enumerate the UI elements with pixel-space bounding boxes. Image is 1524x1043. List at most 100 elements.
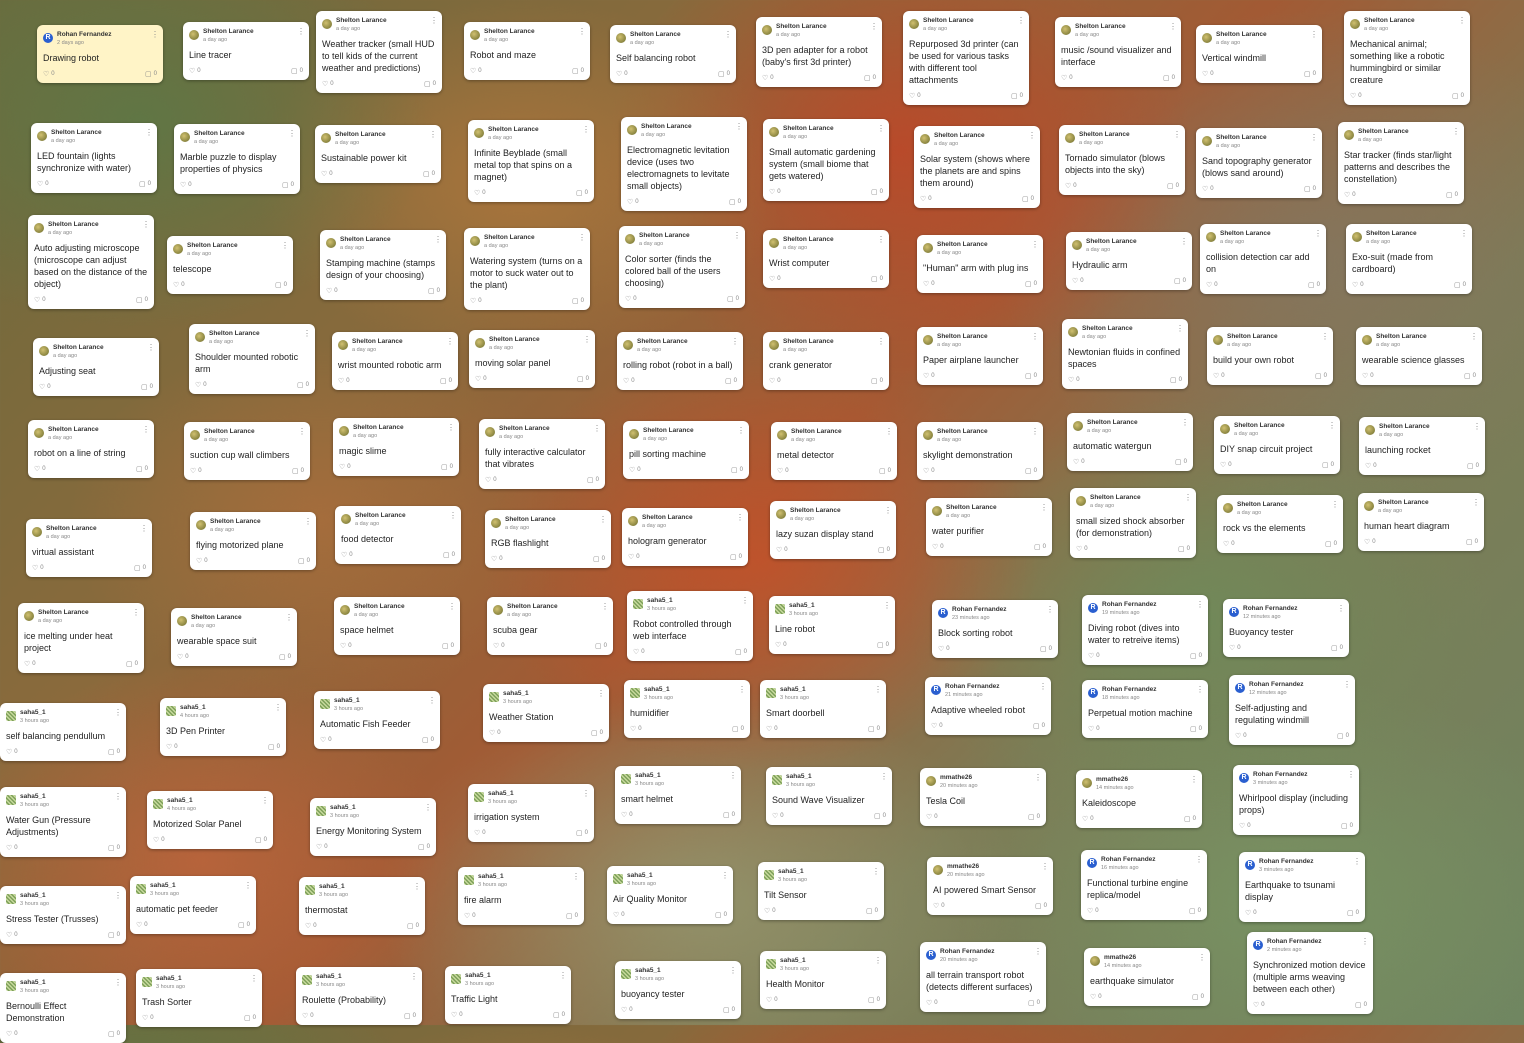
comment-button[interactable]: ▢ 0 — [553, 1011, 565, 1019]
more-options-icon[interactable]: ⋮ — [142, 220, 150, 229]
more-options-icon[interactable]: ⋮ — [883, 601, 891, 610]
post-card[interactable]: Shelton Larance a day ago ⋮ build your own … — [1207, 327, 1333, 385]
post-card[interactable]: Shelton Larance a day ago ⋮ Adjusting seat ♡… — [33, 338, 159, 396]
comment-button[interactable]: ▢ 0 — [440, 377, 452, 385]
like-button[interactable]: ♡ 0 — [474, 829, 486, 837]
comment-button[interactable]: ▢ 0 — [1174, 277, 1186, 285]
more-options-icon[interactable]: ⋮ — [721, 871, 729, 880]
avatar[interactable] — [630, 688, 640, 698]
avatar[interactable] — [769, 238, 779, 248]
comment-button[interactable]: ▢ 0 — [723, 1006, 735, 1014]
like-button[interactable]: ♡ 0 — [920, 195, 932, 203]
post-card[interactable]: Shelton Larance a day ago ⋮ suction cup wal… — [184, 422, 310, 480]
comment-button[interactable]: ▢ 0 — [718, 70, 730, 78]
like-button[interactable]: ♡ 0 — [1206, 281, 1218, 289]
comment-button[interactable]: ▢ 0 — [1025, 467, 1037, 475]
post-card[interactable]: Shelton Larance a day ago ⋮ Tornado simulat… — [1059, 125, 1185, 195]
comment-button[interactable]: ▢ 0 — [418, 843, 430, 851]
avatar[interactable] — [153, 799, 163, 809]
like-button[interactable]: ♡ 0 — [762, 74, 774, 82]
post-card[interactable]: saha5_1 3 hours ago ⋮ Energy Monitoring Sys… — [310, 798, 436, 856]
like-button[interactable]: ♡ 0 — [322, 80, 334, 88]
avatar[interactable] — [485, 427, 495, 437]
more-options-icon[interactable]: ⋮ — [733, 231, 741, 240]
avatar[interactable] — [322, 19, 332, 29]
more-options-icon[interactable]: ⋮ — [578, 233, 586, 242]
like-button[interactable]: ♡ 0 — [923, 372, 935, 380]
post-card[interactable]: mmathe26 14 minutes ago ⋮ earthquake simula… — [1084, 948, 1210, 1006]
like-button[interactable]: ♡ 0 — [625, 295, 637, 303]
comment-button[interactable]: ▢ 0 — [1355, 1001, 1367, 1009]
more-options-icon[interactable]: ⋮ — [1031, 427, 1039, 436]
comment-button[interactable]: ▢ 0 — [1184, 815, 1196, 823]
post-card[interactable]: saha5_1 4 hours ago ⋮ 3D Pen Printer ♡ 0 ▢ 0 — [160, 698, 286, 756]
avatar[interactable] — [475, 338, 485, 348]
post-card[interactable]: Shelton Larance a day ago ⋮ wearable scienc… — [1356, 327, 1482, 385]
post-card[interactable]: Shelton Larance a day ago ⋮ magic slime ♡ 0 ▢ 0 — [333, 418, 459, 476]
like-button[interactable]: ♡ 0 — [1213, 372, 1225, 380]
like-button[interactable]: ♡ 0 — [1087, 907, 1099, 915]
more-options-icon[interactable]: ⋮ — [724, 30, 732, 39]
like-button[interactable]: ♡ 0 — [474, 189, 486, 197]
avatar[interactable] — [1352, 232, 1362, 242]
avatar[interactable] — [470, 30, 480, 40]
comment-button[interactable]: ▢ 0 — [275, 281, 287, 289]
post-card[interactable]: Shelton Larance a day ago ⋮ DIY snap circui… — [1214, 416, 1340, 474]
post-card[interactable]: R Rohan Fernandez 12 minutes ago ⋮ Self-adju… — [1229, 675, 1355, 745]
avatar[interactable] — [933, 865, 943, 875]
post-card[interactable]: Shelton Larance a day ago ⋮ Star tracker (f… — [1338, 122, 1464, 204]
like-button[interactable]: ♡ 0 — [926, 999, 938, 1007]
avatar[interactable] — [1364, 501, 1374, 511]
like-button[interactable]: ♡ 0 — [1223, 540, 1235, 548]
like-button[interactable]: ♡ 0 — [613, 911, 625, 919]
post-card[interactable]: Shelton Larance a day ago ⋮ lazy suzan disp… — [770, 501, 896, 559]
comment-button[interactable]: ▢ 0 — [1452, 92, 1464, 100]
like-button[interactable]: ♡ 0 — [926, 813, 938, 821]
more-options-icon[interactable]: ⋮ — [597, 689, 605, 698]
comment-button[interactable]: ▢ 0 — [1337, 732, 1349, 740]
like-button[interactable]: ♡ 0 — [772, 812, 784, 820]
post-card[interactable]: saha5_1 3 hours ago ⋮ Robot controlled thro… — [627, 591, 753, 661]
comment-button[interactable]: ▢ 0 — [1040, 645, 1052, 653]
more-options-icon[interactable]: ⋮ — [1310, 133, 1318, 142]
avatar[interactable] — [166, 706, 176, 716]
comment-button[interactable]: ▢ 0 — [291, 67, 303, 75]
post-card[interactable]: Shelton Larance a day ago ⋮ flying motorize… — [190, 512, 316, 570]
more-options-icon[interactable]: ⋮ — [572, 872, 580, 881]
more-options-icon[interactable]: ⋮ — [114, 891, 122, 900]
comment-button[interactable]: ▢ 0 — [1322, 461, 1334, 469]
like-button[interactable]: ♡ 0 — [776, 546, 788, 554]
post-card[interactable]: saha5_1 3 hours ago ⋮ smart helmet ♡ 0 ▢ 0 — [615, 766, 741, 824]
post-card[interactable]: saha5_1 3 hours ago ⋮ Bernoulli Effect Demo… — [0, 973, 126, 1043]
avatar[interactable] — [316, 806, 326, 816]
like-button[interactable]: ♡ 0 — [1253, 1001, 1265, 1009]
avatar[interactable] — [1061, 25, 1071, 35]
more-options-icon[interactable]: ⋮ — [1190, 775, 1198, 784]
more-options-icon[interactable]: ⋮ — [880, 772, 888, 781]
like-button[interactable]: ♡ 0 — [177, 653, 189, 661]
like-button[interactable]: ♡ 0 — [769, 188, 781, 196]
more-options-icon[interactable]: ⋮ — [145, 128, 153, 137]
comment-button[interactable]: ▢ 0 — [108, 748, 120, 756]
avatar[interactable] — [136, 884, 146, 894]
avatar[interactable] — [34, 428, 44, 438]
avatar[interactable] — [1344, 130, 1354, 140]
comment-button[interactable]: ▢ 0 — [732, 725, 744, 733]
avatar[interactable] — [923, 430, 933, 440]
comment-button[interactable]: ▢ 0 — [878, 546, 890, 554]
comment-button[interactable]: ▢ 0 — [238, 921, 250, 929]
more-options-icon[interactable]: ⋮ — [1041, 862, 1049, 871]
avatar[interactable] — [1072, 240, 1082, 250]
post-card[interactable]: Shelton Larance a day ago ⋮ Shoulder mounte… — [189, 324, 315, 394]
like-button[interactable]: ♡ 0 — [1352, 281, 1364, 289]
comment-button[interactable]: ▢ 0 — [443, 551, 455, 559]
like-button[interactable]: ♡ 0 — [6, 931, 18, 939]
avatar[interactable] — [1202, 136, 1212, 146]
more-options-icon[interactable]: ⋮ — [1196, 685, 1204, 694]
comment-button[interactable]: ▢ 0 — [298, 557, 310, 565]
avatar[interactable] — [196, 520, 206, 530]
more-options-icon[interactable]: ⋮ — [1460, 229, 1468, 238]
post-card[interactable]: saha5_1 3 hours ago ⋮ Line robot ♡ 0 ▢ 0 — [769, 596, 895, 654]
like-button[interactable]: ♡ 0 — [136, 921, 148, 929]
avatar[interactable] — [623, 340, 633, 350]
